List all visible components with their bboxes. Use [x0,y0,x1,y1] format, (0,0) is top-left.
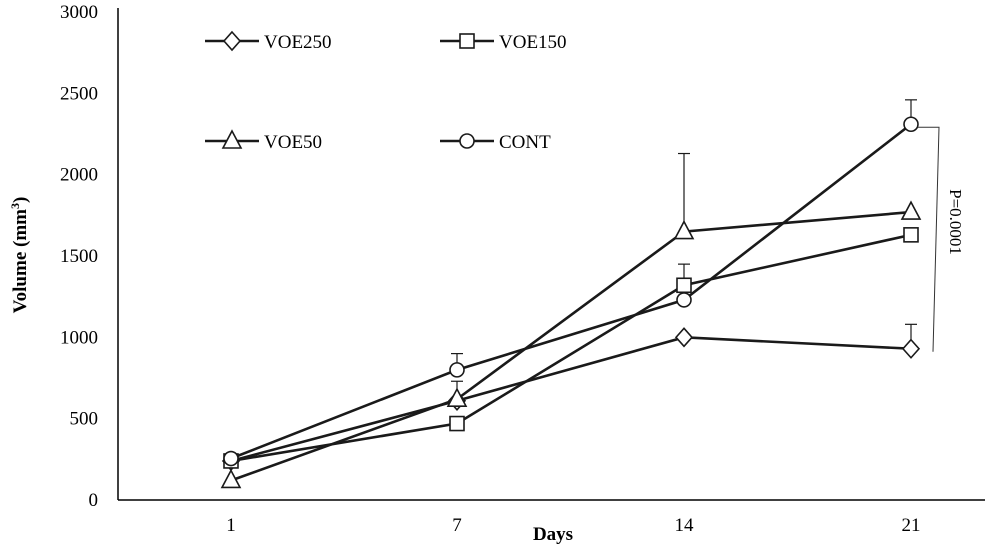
y-tick-label: 2000 [60,165,98,186]
series-line-voe50 [230,210,912,482]
legend: VOE250 VOE150 VOE50 CONT [205,30,567,153]
legend-label-cont: CONT [499,132,551,153]
y-axis-title-sup: 3 [8,203,22,209]
y-tick-label: 0 [89,490,99,511]
data-point-voe50 [900,200,922,220]
y-tick-label: 500 [70,409,99,430]
legend-marker-voe50 [221,129,243,149]
legend-marker-cont [459,133,475,149]
series-lines [230,123,912,482]
series-line-voe250 [230,336,912,463]
x-tick-label: 1 [226,515,236,536]
y-axis-title-main: Volume (mm [10,209,31,313]
legend-label-voe150: VOE150 [499,32,567,53]
y-tick-label: 2500 [60,83,98,104]
axes [117,8,985,501]
x-tick-label: 21 [902,515,921,536]
y-tick-label: 3000 [60,2,98,23]
data-point-cont [903,116,919,133]
y-tick-label: 1500 [60,246,98,267]
series-line-voe150 [230,233,912,463]
y-tick-label: 1000 [60,327,98,348]
legend-label-voe50: VOE50 [264,132,322,153]
y-axis-title-close: ) [10,197,31,203]
data-point-voe50 [446,387,468,407]
series-markers [220,116,922,489]
data-point-voe150 [676,277,692,294]
data-point-voe250 [674,327,694,348]
data-point-voe250 [901,338,921,359]
data-point-voe50 [673,219,695,240]
y-tick-labels: 0 500 1000 1500 2000 2500 3000 [60,2,98,511]
x-tick-labels: 1 7 14 21 [226,515,920,536]
x-tick-label: 14 [675,515,695,536]
data-point-voe150 [449,415,465,432]
data-point-voe150 [903,227,919,243]
y-axis-title: Volume (mm3) [8,197,31,314]
legend-marker-voe150 [459,33,475,49]
legend-marker-voe250 [222,30,242,52]
significance-bracket: P=0.0001 [918,126,965,352]
x-axis-title: Days [533,524,573,545]
data-point-cont [676,292,692,308]
bracket-line [918,126,940,352]
x-tick-label: 7 [452,515,462,536]
data-point-voe50 [220,468,242,489]
data-point-cont [449,362,465,378]
series-line-cont [230,123,912,460]
p-value-annotation: P=0.0001 [946,189,965,255]
legend-label-voe250: VOE250 [264,32,332,53]
data-point-cont [223,450,239,467]
